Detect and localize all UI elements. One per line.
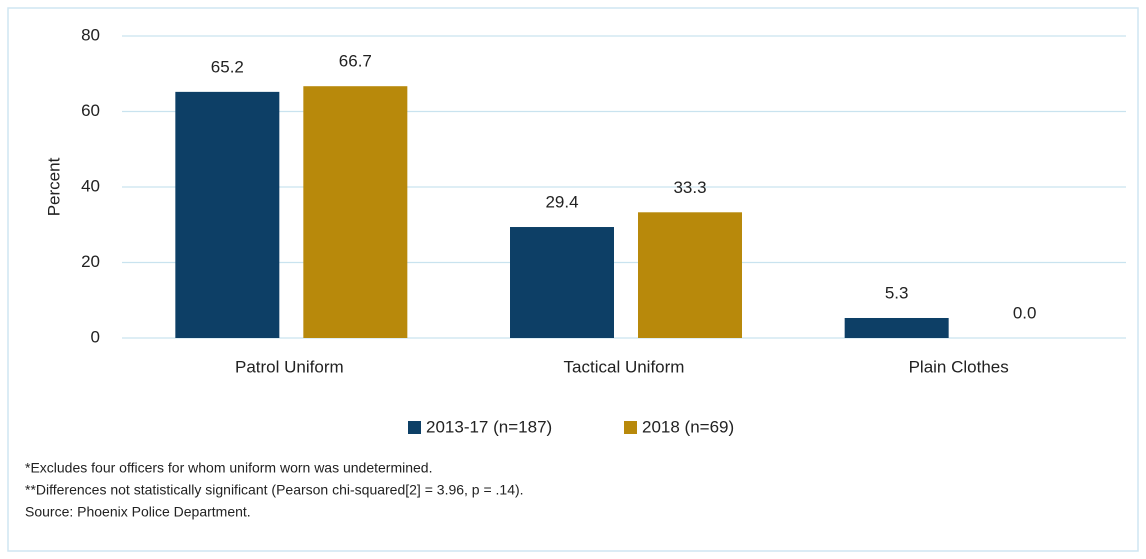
data-label: 0.0 (1013, 303, 1037, 322)
x-tick-label: Tactical Uniform (564, 357, 685, 376)
footnote: *Excludes four officers for whom uniform… (25, 460, 432, 476)
chart-border (7, 7, 1139, 552)
bar (175, 91, 280, 339)
bar (844, 317, 949, 338)
data-label: 66.7 (339, 52, 372, 71)
legend-swatch (624, 421, 637, 434)
bar (510, 227, 614, 338)
x-tick-label: Patrol Uniform (235, 357, 344, 376)
bar (638, 212, 742, 338)
y-tick-label: 20 (81, 252, 100, 271)
x-tick-label: Plain Clothes (909, 357, 1009, 376)
y-tick-label: 0 (91, 327, 100, 346)
footnote: Source: Phoenix Police Department. (25, 504, 251, 520)
data-label: 33.3 (673, 178, 706, 197)
data-label: 29.4 (545, 192, 578, 211)
bar (303, 86, 408, 339)
y-tick-label: 80 (81, 25, 100, 44)
y-tick-label: 60 (81, 101, 100, 120)
footnote: **Differences not statistically signific… (25, 482, 524, 498)
y-axis-label: Percent (44, 157, 63, 216)
data-label: 5.3 (885, 283, 909, 302)
legend-swatch (408, 421, 421, 434)
legend-label: 2013-17 (n=187) (426, 417, 552, 436)
data-label: 65.2 (211, 57, 244, 76)
legend-label: 2018 (n=69) (642, 417, 734, 436)
y-tick-label: 40 (81, 176, 100, 195)
